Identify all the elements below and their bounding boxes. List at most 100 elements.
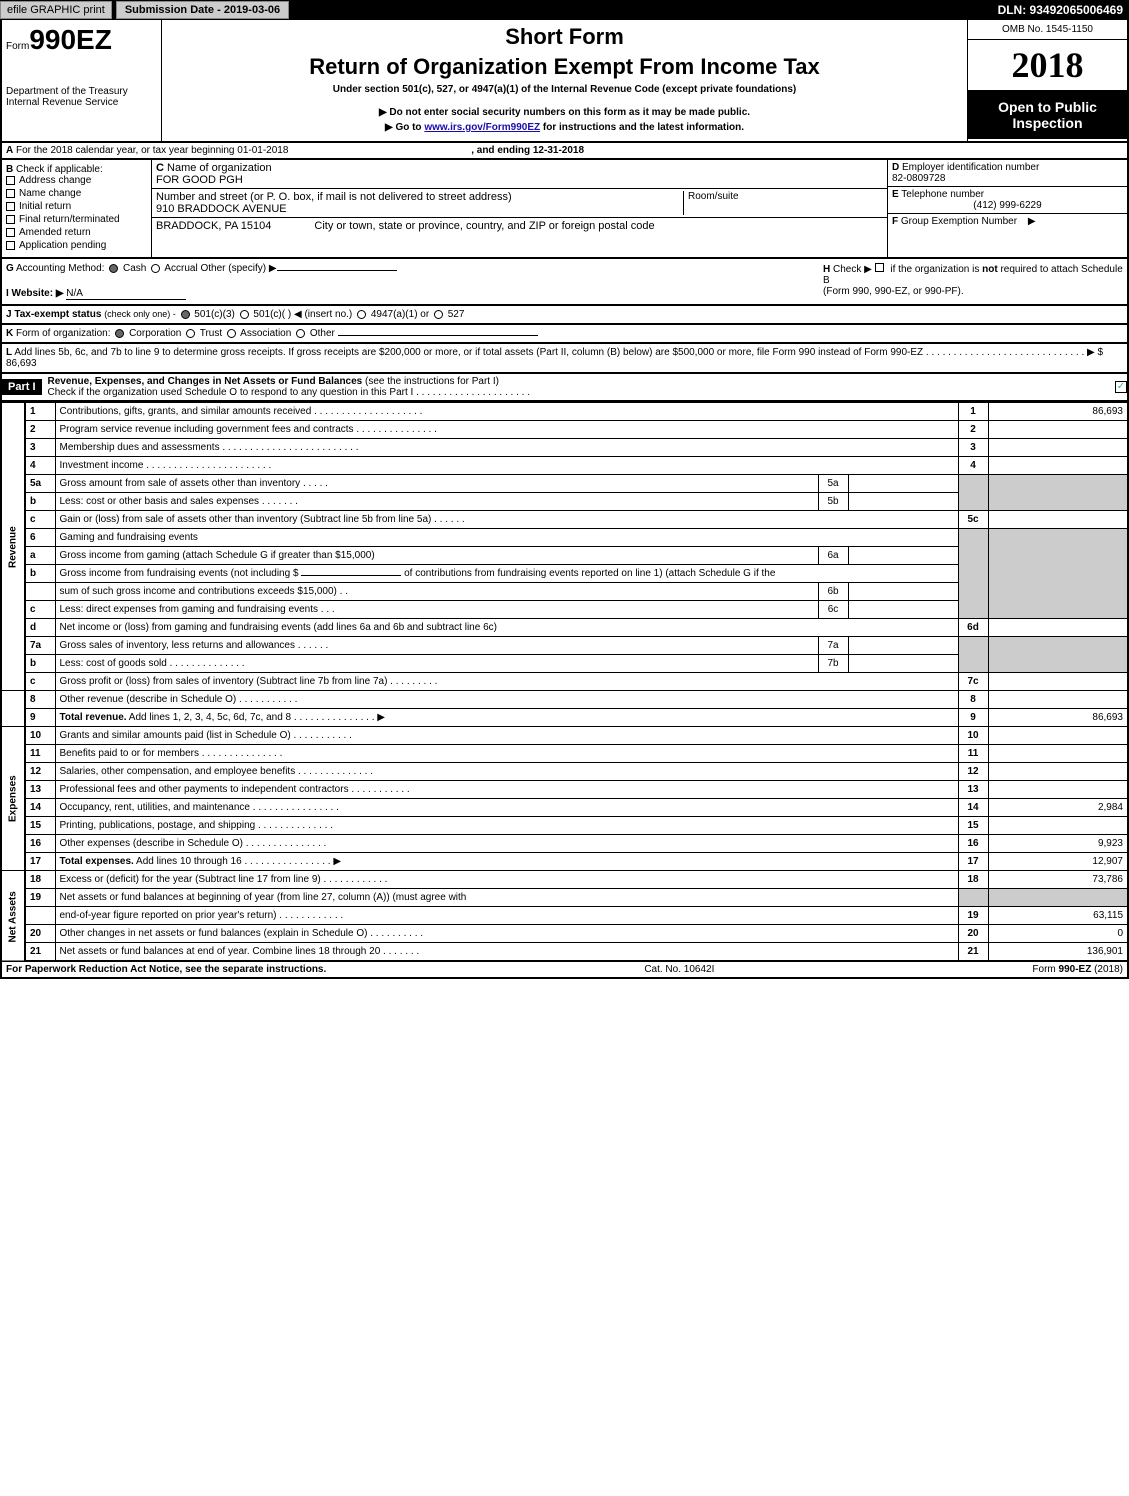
ln6b-desc3: sum of such gross income and contributio… (55, 583, 818, 601)
grey-cell-6 (958, 529, 988, 619)
ln2-num: 2 (25, 421, 55, 439)
radio-527[interactable] (434, 310, 443, 319)
expenses-side-label: Expenses (1, 727, 25, 871)
chk-application-pending[interactable]: Application pending (6, 240, 147, 251)
j-line: J Tax-exempt status (check only one) - 5… (0, 306, 1129, 325)
ln18-num: 18 (25, 871, 55, 889)
irs-link[interactable]: www.irs.gov/Form990EZ (424, 122, 540, 133)
radio-other[interactable] (296, 329, 305, 338)
radio-cash[interactable] (109, 264, 118, 273)
radio-trust[interactable] (186, 329, 195, 338)
j-sub: (check only one) - (104, 309, 176, 319)
ln15-desc: Printing, publications, postage, and shi… (55, 817, 958, 835)
ln3-val (988, 439, 1128, 457)
ln3-desc: Membership dues and assessments . . . . … (55, 439, 958, 457)
ln13-desc: Professional fees and other payments to … (55, 781, 958, 799)
addr-label: Number and street (or P. O. box, if mail… (156, 191, 683, 203)
k-text: Form of organization: (16, 328, 111, 339)
opt-assoc: Association (240, 328, 291, 339)
org-name: FOR GOOD PGH (156, 174, 883, 186)
chk-amended-return[interactable]: Amended return (6, 227, 147, 238)
chk-final-return[interactable]: Final return/terminated (6, 214, 147, 225)
header-center: Short Form Return of Organization Exempt… (162, 20, 967, 141)
radio-501c3[interactable] (181, 310, 190, 319)
ln4-desc: Investment income . . . . . . . . . . . … (55, 457, 958, 475)
h-text-2: if the organization is (890, 264, 982, 275)
radio-4947[interactable] (357, 310, 366, 319)
ein-label: Employer identification number (902, 162, 1039, 173)
radio-assoc[interactable] (227, 329, 236, 338)
ln5b-subval (848, 493, 958, 511)
ln11-val (988, 745, 1128, 763)
return-title: Return of Organization Exempt From Incom… (170, 54, 959, 80)
ln13-val (988, 781, 1128, 799)
subtitle: Under section 501(c), 527, or 4947(a)(1)… (170, 84, 959, 95)
radio-accrual[interactable] (151, 264, 160, 273)
netassets-side-label: Net Assets (1, 871, 25, 962)
ln6b-num: b (25, 565, 55, 583)
ln17-num: 17 (25, 853, 55, 871)
ln17-col: 17 (958, 853, 988, 871)
chk-address-change[interactable]: Address change (6, 175, 147, 186)
ln7a-num: 7a (25, 637, 55, 655)
opt-527: 527 (448, 309, 465, 320)
radio-corp[interactable] (115, 329, 124, 338)
header-left: Form 990EZ Department of the Treasury In… (2, 20, 162, 141)
ln7c-desc: Gross profit or (loss) from sales of inv… (55, 673, 958, 691)
part1-check-text: Check if the organization used Schedule … (48, 387, 414, 398)
ln6d-num: d (25, 619, 55, 637)
ln16-desc: Other expenses (describe in Schedule O) … (55, 835, 958, 853)
section-b: B Check if applicable: Address change Na… (2, 160, 152, 257)
ln10-desc: Grants and similar amounts paid (list in… (55, 727, 958, 745)
chk-name-change[interactable]: Name change (6, 188, 147, 199)
ln16-num: 16 (25, 835, 55, 853)
top-bar: efile GRAPHIC print Submission Date - 20… (0, 0, 1129, 20)
ending-text: , and ending 12-31-2018 (471, 145, 584, 156)
chk-schedule-b[interactable] (875, 263, 884, 272)
label-a: A (6, 145, 13, 156)
radio-501c[interactable] (240, 310, 249, 319)
cash-label: Cash (123, 263, 146, 274)
label-j: J Tax-exempt status (6, 309, 101, 320)
k-line: K Form of organization: Corporation Trus… (0, 325, 1129, 344)
ln5a-subval (848, 475, 958, 493)
label-k: K (6, 328, 13, 339)
top-bar-left: efile GRAPHIC print Submission Date - 20… (0, 1, 289, 19)
accounting-method-label: Accounting Method: (16, 263, 104, 274)
ein-value: 82-0809728 (892, 173, 1123, 184)
ln5c-num: c (25, 511, 55, 529)
grey-cell-5 (958, 475, 988, 511)
part1-checkbox[interactable]: ✓ (1115, 381, 1127, 393)
efile-print-button[interactable]: efile GRAPHIC print (0, 1, 112, 19)
ln17-val: 12,907 (988, 853, 1128, 871)
main-table: Revenue 1 Contributions, gifts, grants, … (0, 402, 1129, 962)
city-label: City or town, state or province, country… (314, 220, 654, 232)
ln16-col: 16 (958, 835, 988, 853)
ln5b-sub: 5b (818, 493, 848, 511)
ln14-desc: Occupancy, rent, utilities, and maintena… (55, 799, 958, 817)
h-check-arrow: Check ▶ (833, 264, 872, 275)
tax-year: 2018 (968, 40, 1127, 91)
ln15-num: 15 (25, 817, 55, 835)
ln15-col: 15 (958, 817, 988, 835)
ln21-desc: Net assets or fund balances at end of ye… (55, 943, 958, 962)
ln4-val (988, 457, 1128, 475)
grey-val-19 (988, 889, 1128, 907)
chk-initial-return[interactable]: Initial return (6, 201, 147, 212)
ln11-desc: Benefits paid to or for members . . . . … (55, 745, 958, 763)
footer: For Paperwork Reduction Act Notice, see … (0, 962, 1129, 979)
ln7b-desc: Less: cost of goods sold . . . . . . . .… (55, 655, 818, 673)
ln6d-col: 6d (958, 619, 988, 637)
ln11-num: 11 (25, 745, 55, 763)
ln12-num: 12 (25, 763, 55, 781)
label-c: C (156, 162, 164, 174)
gi-col: G Accounting Method: Cash Accrual Other … (6, 263, 397, 300)
ln6c-subval (848, 601, 958, 619)
ln19b-desc: end-of-year figure reported on prior yea… (55, 907, 958, 925)
website-value: N/A (66, 288, 186, 300)
ln20-col: 20 (958, 925, 988, 943)
ln13-col: 13 (958, 781, 988, 799)
grey-val-7 (988, 637, 1128, 673)
opt-insert: ◀ (insert no.) (294, 309, 352, 320)
label-f: F (892, 216, 898, 227)
